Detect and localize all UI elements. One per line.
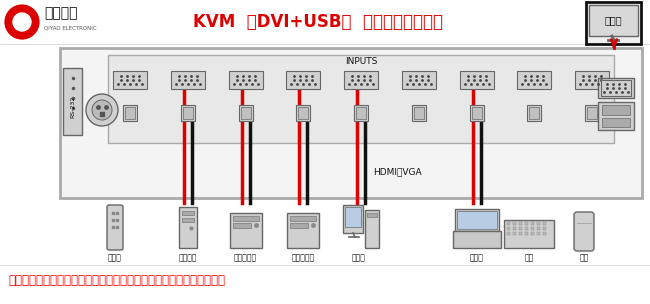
Bar xyxy=(63,68,82,135)
Bar xyxy=(414,107,424,119)
Bar xyxy=(519,222,522,225)
Bar xyxy=(514,232,516,235)
Bar xyxy=(598,102,634,130)
Circle shape xyxy=(3,3,41,41)
Text: KVM  （DVI+USB）  切换器系统连接图: KVM （DVI+USB） 切换器系统连接图 xyxy=(193,13,443,31)
Bar xyxy=(454,209,499,231)
Bar xyxy=(460,71,493,89)
Bar xyxy=(587,107,597,119)
Bar xyxy=(527,105,541,121)
Bar xyxy=(343,205,363,233)
Text: INPUTS: INPUTS xyxy=(344,57,377,67)
Bar xyxy=(543,227,546,230)
Bar xyxy=(598,78,634,98)
Bar xyxy=(181,105,195,121)
Bar xyxy=(182,211,194,215)
Bar xyxy=(229,71,263,89)
Bar xyxy=(507,222,510,225)
Bar xyxy=(179,207,197,248)
Bar xyxy=(514,227,516,230)
Bar xyxy=(291,216,317,221)
Text: HDMI转VGA: HDMI转VGA xyxy=(373,168,422,177)
Bar xyxy=(233,216,259,221)
Bar xyxy=(531,232,534,235)
Bar xyxy=(344,71,378,89)
Bar xyxy=(514,222,516,225)
Bar xyxy=(531,222,534,225)
Bar xyxy=(452,231,500,248)
Circle shape xyxy=(92,100,112,120)
Bar xyxy=(402,71,436,89)
Bar xyxy=(602,118,630,127)
Bar xyxy=(286,71,320,89)
Bar xyxy=(538,232,540,235)
Bar xyxy=(543,232,546,235)
Text: 鼠标: 鼠标 xyxy=(579,253,589,262)
Bar xyxy=(469,105,484,121)
Bar xyxy=(531,227,534,230)
Bar xyxy=(182,218,194,222)
Bar xyxy=(367,213,377,217)
Text: 硬盘录像机: 硬盘录像机 xyxy=(292,253,315,262)
Bar xyxy=(239,105,252,121)
Circle shape xyxy=(13,13,31,31)
Bar xyxy=(538,227,540,230)
Bar xyxy=(456,211,497,229)
Bar xyxy=(507,232,510,235)
Bar xyxy=(108,55,614,143)
Bar xyxy=(183,107,193,119)
Text: Q: Q xyxy=(16,14,28,28)
Bar xyxy=(589,5,638,36)
Bar xyxy=(602,105,630,115)
Bar xyxy=(601,80,631,96)
Bar xyxy=(529,107,539,119)
Text: 键盘: 键盘 xyxy=(525,253,534,262)
Bar xyxy=(233,223,250,228)
Bar xyxy=(471,107,482,119)
Text: 遥控器: 遥控器 xyxy=(108,253,122,262)
Bar xyxy=(504,220,554,248)
Text: 标配四种控制方式：前面板按鈕，遥控器、软件、键盘（键盘组合键）: 标配四种控制方式：前面板按鈕，遥控器、软件、键盘（键盘组合键） xyxy=(8,274,225,286)
Bar xyxy=(411,105,426,121)
Bar xyxy=(113,71,147,89)
Bar xyxy=(525,232,528,235)
Bar xyxy=(229,213,261,248)
Bar xyxy=(543,222,546,225)
Bar xyxy=(356,107,366,119)
Bar xyxy=(125,107,135,119)
Text: 显示屏: 显示屏 xyxy=(604,15,622,25)
Text: 笔记本: 笔记本 xyxy=(469,253,484,262)
Bar xyxy=(519,232,522,235)
Bar xyxy=(575,71,609,89)
Text: 启耀电子: 启耀电子 xyxy=(44,6,77,20)
Text: 控制电脑: 控制电脑 xyxy=(179,253,197,262)
Bar xyxy=(354,105,368,121)
Text: RS-232: RS-232 xyxy=(70,95,75,118)
Bar xyxy=(525,222,528,225)
Bar xyxy=(538,222,540,225)
Bar xyxy=(585,105,599,121)
Text: QIYAO ELECTRONIC: QIYAO ELECTRONIC xyxy=(44,26,97,30)
Bar xyxy=(365,210,379,248)
Bar xyxy=(517,71,551,89)
Text: 台式机: 台式机 xyxy=(352,253,366,262)
Bar xyxy=(519,227,522,230)
Bar xyxy=(60,48,642,198)
Bar xyxy=(345,207,361,227)
Bar xyxy=(296,105,310,121)
Bar xyxy=(287,213,319,248)
Text: 硬盘录像机: 硬盘录像机 xyxy=(234,253,257,262)
FancyBboxPatch shape xyxy=(107,205,123,250)
Bar xyxy=(507,227,510,230)
Circle shape xyxy=(86,94,118,126)
Bar xyxy=(525,227,528,230)
FancyBboxPatch shape xyxy=(574,212,594,251)
Bar xyxy=(240,107,250,119)
Bar xyxy=(291,223,308,228)
Bar xyxy=(123,105,137,121)
Bar xyxy=(171,71,205,89)
Bar xyxy=(298,107,308,119)
Bar xyxy=(586,2,641,44)
